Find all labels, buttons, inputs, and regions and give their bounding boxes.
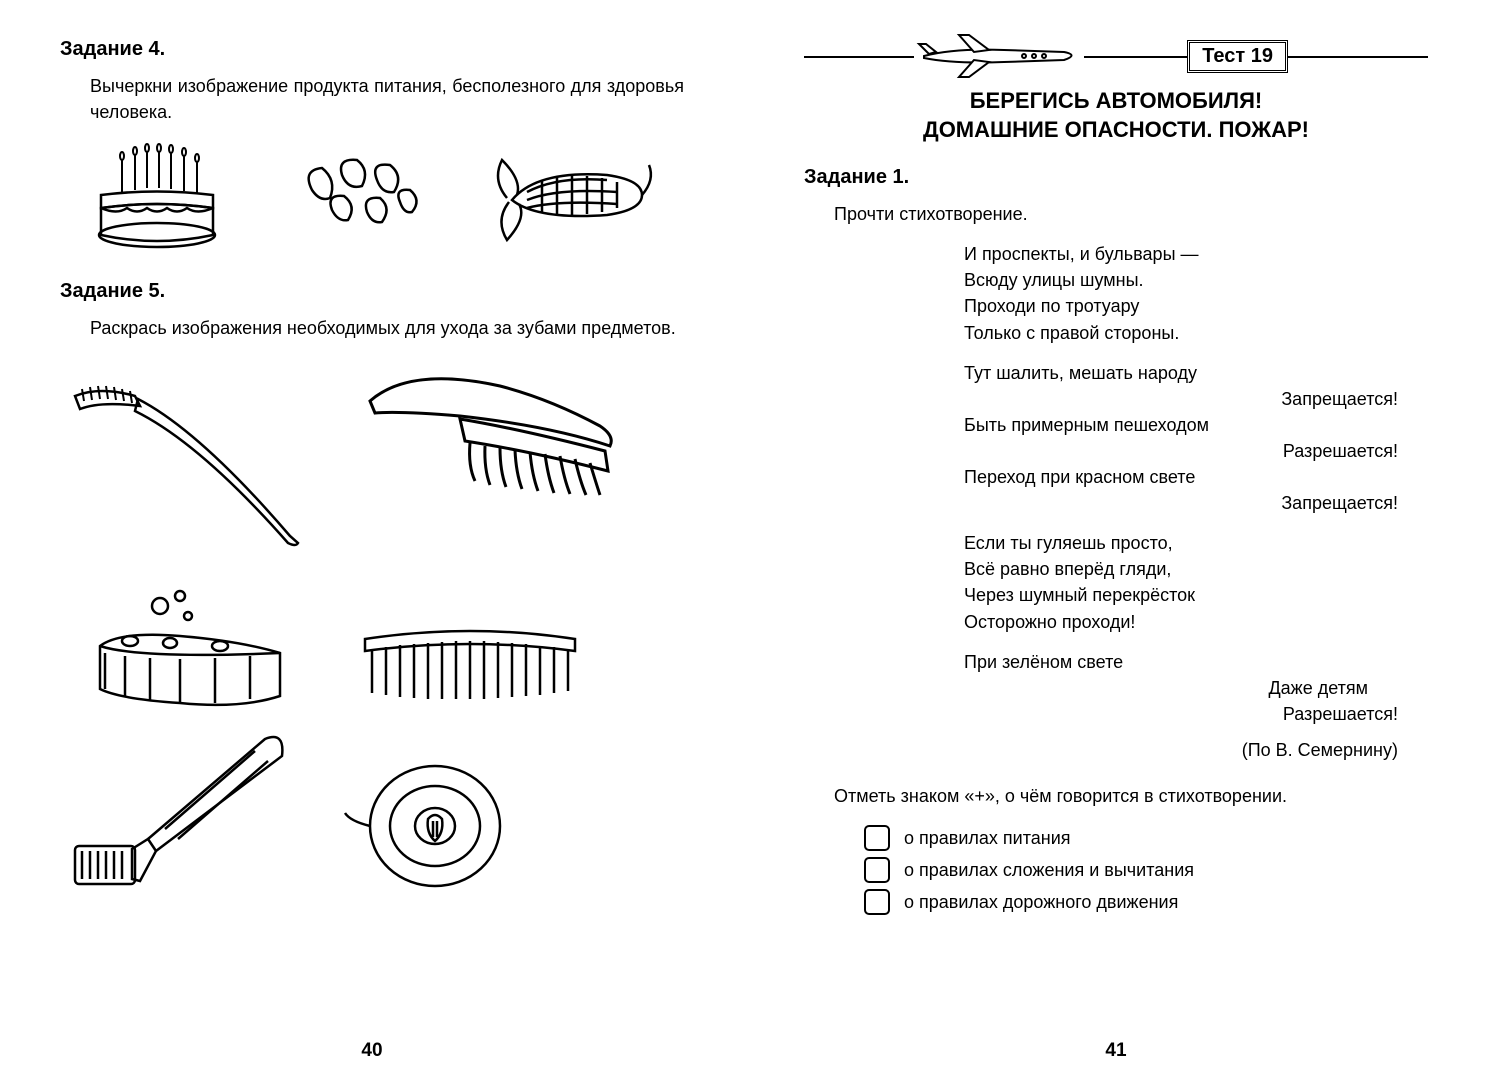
sponge-icon <box>80 581 300 741</box>
option-label: о правилах питания <box>904 828 1071 849</box>
toothpaste-icon <box>60 721 300 901</box>
option-row[interactable]: о правилах дорожного движения <box>864 889 1428 915</box>
chapter-heading: БЕРЕГИСЬ АВТОМОБИЛЯ! ДОМАШНИЕ ОПАСНОСТИ.… <box>804 87 1428 144</box>
poem-line: Тут шалить, мешать народу <box>964 360 1428 386</box>
task4-body: Вычеркни изображение продукта питания, б… <box>90 73 684 125</box>
task5-images <box>60 351 684 881</box>
poem-line: И проспекты, и бульвары — <box>964 241 1428 267</box>
checkbox-icon[interactable] <box>864 889 890 915</box>
task1-title: Задание 1. <box>804 166 1428 189</box>
poem-line: Быть примерным пешеходом <box>964 412 1428 438</box>
task4-title: Задание 4. <box>60 38 684 61</box>
corn-icon <box>487 140 657 250</box>
poem-line: Только с правой стороны. <box>964 320 1428 346</box>
poem-line: При зелёном свете <box>964 649 1428 675</box>
poem: И проспекты, и бульвары — Всюду улицы шу… <box>964 241 1428 763</box>
poem-line: Разрешается! <box>964 701 1428 727</box>
page-left: Задание 4. Вычеркни изображение продукта… <box>0 0 744 1080</box>
heading-line2: ДОМАШНИЕ ОПАСНОСТИ. ПОЖАР! <box>804 116 1428 145</box>
option-label: о правилах дорожного движения <box>904 892 1178 913</box>
page-number-right: 41 <box>744 1040 1488 1062</box>
poem-line: Осторожно проходи! <box>964 609 1428 635</box>
dental-floss-icon <box>340 751 520 901</box>
task4-images <box>60 140 684 250</box>
page-right: Тест 19 БЕРЕГИСЬ АВТОМОБИЛЯ! ДОМАШНИЕ ОП… <box>744 0 1488 1080</box>
toothbrush-icon <box>60 361 320 561</box>
test-label: Тест 19 <box>1187 40 1288 73</box>
comb-icon <box>350 611 590 711</box>
poem-line: Разрешается! <box>964 438 1428 464</box>
test-header: Тест 19 <box>804 30 1428 75</box>
task5-body: Раскрась изображения необходимых для ухо… <box>90 315 684 341</box>
poem-line: Проходи по тротуару <box>964 293 1428 319</box>
checkbox-icon[interactable] <box>864 857 890 883</box>
poem-author: (По В. Семернину) <box>964 737 1428 763</box>
option-row[interactable]: о правилах питания <box>864 825 1428 851</box>
task1-intro: Прочти стихотворение. <box>834 201 1428 227</box>
cake-icon <box>87 140 227 250</box>
task5-title: Задание 5. <box>60 280 684 303</box>
poem-line: Всюду улицы шумны. <box>964 267 1428 293</box>
poem-line: Запрещается! <box>964 386 1428 412</box>
poem-line: Если ты гуляешь просто, <box>964 530 1428 556</box>
poem-line: Всё равно вперёд гляди, <box>964 556 1428 582</box>
poem-line: Даже детям <box>964 675 1428 701</box>
page-number-left: 40 <box>0 1040 744 1062</box>
poem-line: Через шумный перекрёсток <box>964 582 1428 608</box>
seeds-icon <box>282 150 432 240</box>
checkbox-icon[interactable] <box>864 825 890 851</box>
option-row[interactable]: о правилах сложения и вычитания <box>864 857 1428 883</box>
scrub-brush-icon <box>350 351 630 521</box>
airplane-icon <box>914 30 1084 80</box>
poem-line: Переход при красном свете <box>964 464 1428 490</box>
poem-line: Запрещается! <box>964 490 1428 516</box>
heading-line1: БЕРЕГИСЬ АВТОМОБИЛЯ! <box>804 87 1428 116</box>
task1-note: Отметь знаком «+», о чём говорится в сти… <box>834 783 1398 809</box>
option-label: о правилах сложения и вычитания <box>904 860 1194 881</box>
